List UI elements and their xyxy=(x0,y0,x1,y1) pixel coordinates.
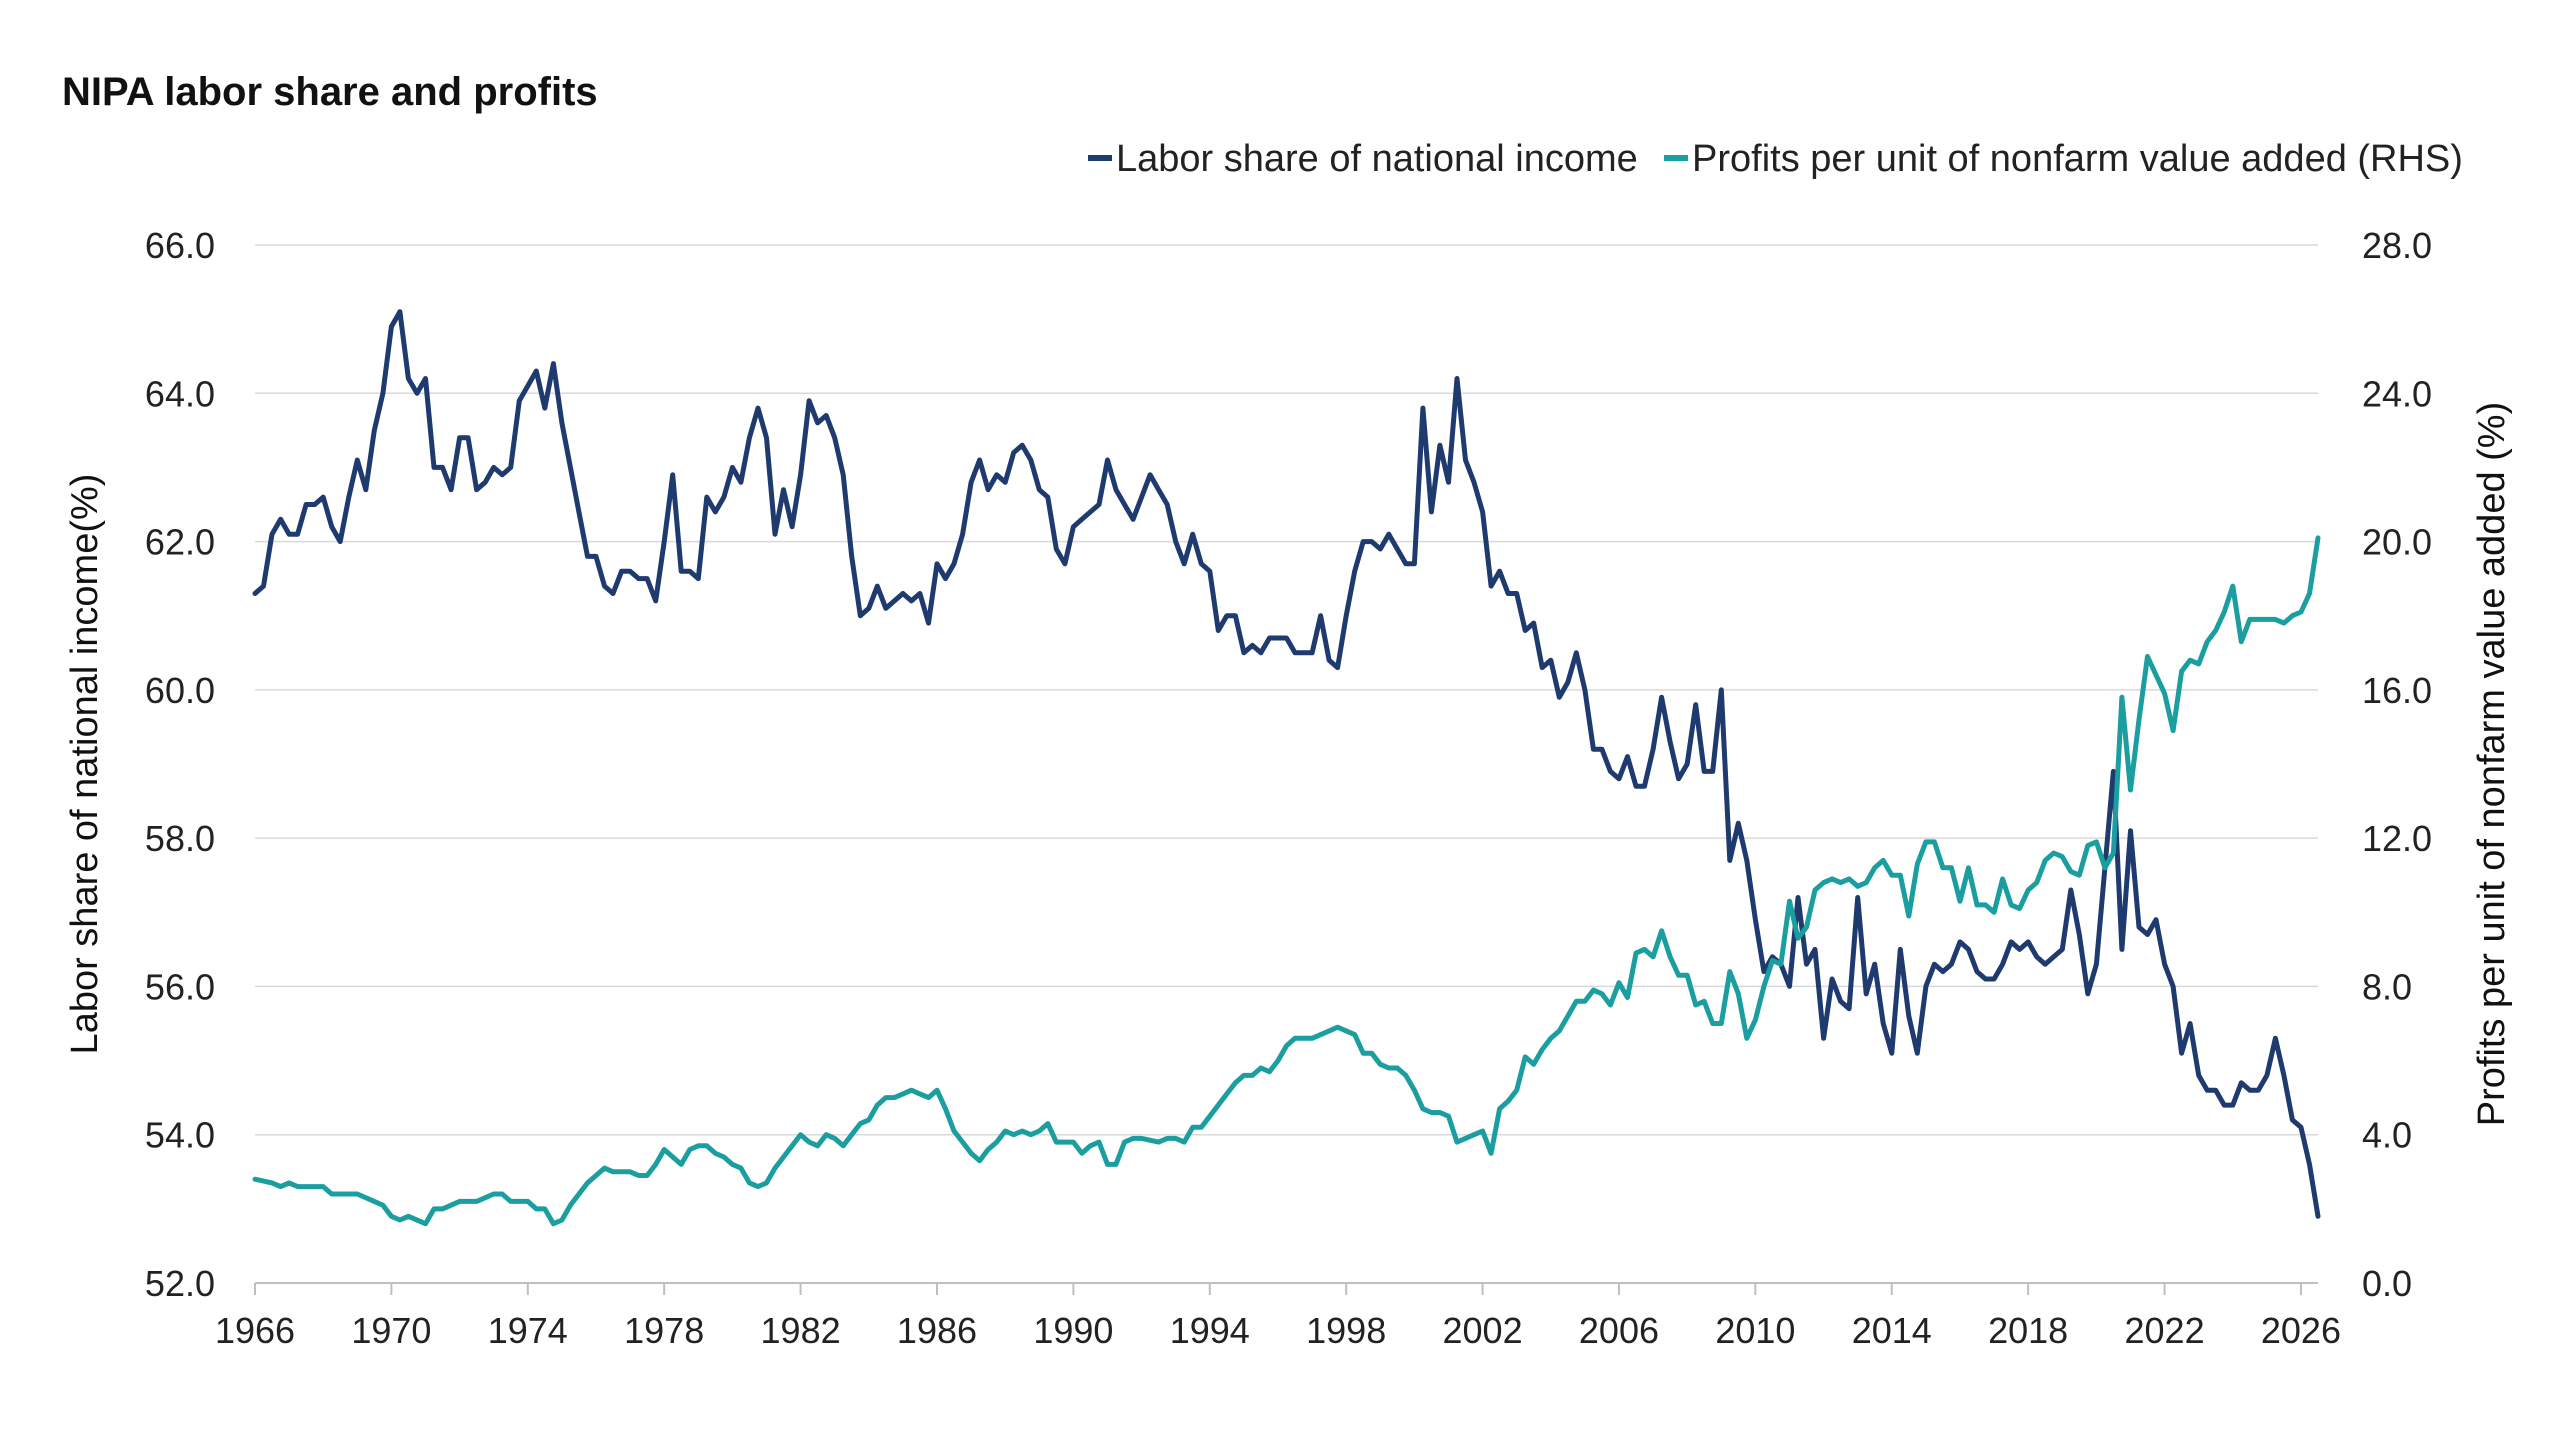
y-tick-label: 52.0 xyxy=(145,1263,215,1304)
y-tick-label: 56.0 xyxy=(145,966,215,1007)
x-tick-label: 1978 xyxy=(624,1310,704,1351)
x-tick-label: 2002 xyxy=(1443,1310,1523,1351)
y-right-tick-label: 24.0 xyxy=(2362,373,2432,414)
y-right-tick-label: 4.0 xyxy=(2362,1115,2412,1156)
x-tick-label: 2022 xyxy=(2125,1310,2205,1351)
x-tick-label: 1982 xyxy=(761,1310,841,1351)
y-right-tick-label: 28.0 xyxy=(2362,225,2432,266)
x-tick-label: 1998 xyxy=(1306,1310,1386,1351)
x-tick-label: 2014 xyxy=(1852,1310,1932,1351)
x-tick-label: 1994 xyxy=(1170,1310,1250,1351)
axes: 52.0 54.0 56.0 58.0 60.0 62.0 64.0 66.0 0.0 4.0 8.… xyxy=(64,225,2513,1351)
y-right-tick-label: 8.0 xyxy=(2362,966,2412,1007)
x-tick-label: 1970 xyxy=(351,1310,431,1351)
series-lines xyxy=(252,309,2321,1227)
y-tick-label: 58.0 xyxy=(145,818,215,859)
gridlines xyxy=(255,244,2318,1136)
legend-label-labor-share: Labor share of national income xyxy=(1116,138,1638,180)
y-right-tick-label: 16.0 xyxy=(2362,670,2432,711)
x-tick-label: 1990 xyxy=(1033,1310,1113,1351)
y-right-tick-label: 20.0 xyxy=(2362,522,2432,563)
x-tick-label: 1966 xyxy=(215,1310,295,1351)
labor-share-line xyxy=(252,309,2321,1219)
x-tick-label: 2010 xyxy=(1715,1310,1795,1351)
x-tick-label: 1974 xyxy=(488,1310,568,1351)
y-tick-label: 62.0 xyxy=(145,522,215,563)
x-tick-label: 1986 xyxy=(897,1310,977,1351)
y-axis-title: Labor share of national income(%) xyxy=(64,474,106,1055)
y-right-axis-title: Profits per unit of nonfarm value added … xyxy=(2471,402,2513,1127)
y-tick-label: 60.0 xyxy=(145,670,215,711)
x-tick-label: 2018 xyxy=(1988,1310,2068,1351)
legend: Labor share of national income Profits pe… xyxy=(1088,138,2463,180)
chart-title: NIPA labor share and profits xyxy=(62,70,598,114)
y-right-tick-label: 12.0 xyxy=(2362,818,2432,859)
y-right-tick-label: 0.0 xyxy=(2362,1263,2412,1304)
x-tick-label: 2026 xyxy=(2261,1310,2341,1351)
profits-line xyxy=(252,535,2321,1227)
y-tick-label: 64.0 xyxy=(145,373,215,414)
y-tick-label: 54.0 xyxy=(145,1115,215,1156)
legend-label-profits: Profits per unit of nonfarm value added … xyxy=(1692,138,2463,180)
x-tick-label: 2006 xyxy=(1579,1310,1659,1351)
y-tick-label: 66.0 xyxy=(145,225,215,266)
